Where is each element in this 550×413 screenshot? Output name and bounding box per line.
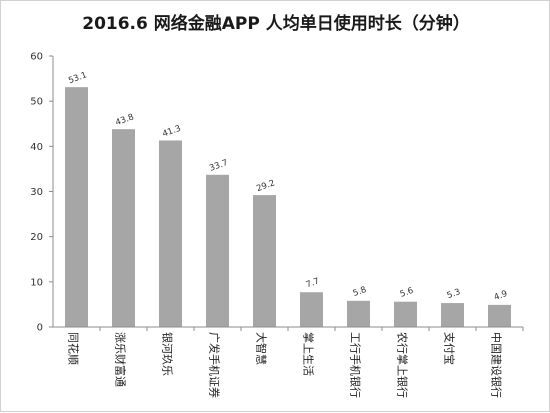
y-tick-label: 10	[30, 277, 43, 288]
x-category-label: 掌上生活	[302, 332, 316, 376]
bar	[65, 87, 88, 327]
bar	[300, 292, 323, 327]
y-tick-label: 40	[30, 142, 43, 153]
data-label: 5.8	[352, 285, 368, 299]
y-tick-label: 50	[30, 97, 43, 108]
data-label: 5.6	[399, 286, 415, 300]
x-category-label: 工行手机银行	[349, 332, 363, 398]
y-tick-label: 30	[30, 187, 43, 198]
bar	[347, 300, 370, 327]
data-label: 29.2	[255, 178, 276, 194]
bar	[206, 174, 229, 327]
y-axis: 0 10 20 30 40 50 60	[30, 52, 54, 334]
bar	[159, 140, 182, 327]
bar	[253, 195, 276, 327]
x-axis: 同花顺 涨乐财富通 银河玖乐 广发手机证券 大智慧 掌上生活 工行手机银行 农行掌上银行 支付宝…	[53, 326, 524, 398]
bar	[394, 301, 417, 327]
data-label: 43.8	[114, 112, 135, 128]
y-tick-label: 60	[30, 52, 43, 63]
y-tick-label: 0	[37, 323, 43, 334]
x-category-label: 中国建设银行	[490, 332, 504, 398]
x-category-label: 支付宝	[443, 332, 457, 365]
bar	[112, 129, 135, 327]
x-category-label: 广发手机证券	[208, 332, 222, 398]
x-category-label: 同花顺	[67, 332, 80, 365]
x-category-label: 大智慧	[255, 332, 269, 365]
x-category-label: 银河玖乐	[161, 332, 175, 376]
y-tick-label: 20	[30, 232, 43, 243]
data-label: 4.9	[493, 289, 509, 303]
data-label: 53.1	[67, 70, 88, 86]
chart-title: 2016.6 网络金融APP 人均单日使用时长（分钟）	[82, 14, 470, 34]
bar	[441, 303, 464, 327]
x-category-label: 农行掌上银行	[396, 332, 410, 398]
data-label: 33.7	[208, 158, 229, 174]
bar	[488, 304, 511, 327]
data-label: 41.3	[161, 124, 182, 140]
data-label: 5.3	[446, 287, 462, 301]
data-label: 7.7	[305, 276, 321, 290]
x-category-label: 涨乐财富通	[114, 332, 128, 387]
bars: 53.1 43.8 41.3 33.7 29.2 7.7 5.8 5.6 5.3 4.9	[65, 70, 511, 327]
